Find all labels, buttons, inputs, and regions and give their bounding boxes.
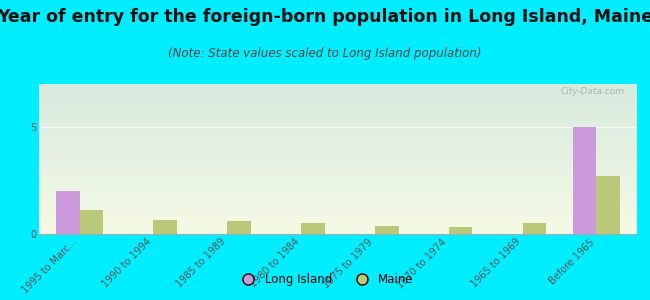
- Bar: [153, 220, 177, 234]
- Legend: Long Island, Maine: Long Island, Maine: [231, 269, 419, 291]
- Bar: [375, 226, 398, 234]
- Text: City-Data.com: City-Data.com: [561, 87, 625, 96]
- Bar: [227, 221, 251, 234]
- Bar: [301, 223, 325, 234]
- Bar: [56, 191, 79, 234]
- Bar: [79, 210, 103, 234]
- Text: Year of entry for the foreign-born population in Long Island, Maine: Year of entry for the foreign-born popul…: [0, 8, 650, 26]
- Bar: [573, 127, 597, 234]
- Bar: [523, 223, 546, 234]
- Bar: [597, 176, 620, 234]
- Bar: [448, 227, 473, 234]
- Text: (Note: State values scaled to Long Island population): (Note: State values scaled to Long Islan…: [168, 46, 482, 59]
